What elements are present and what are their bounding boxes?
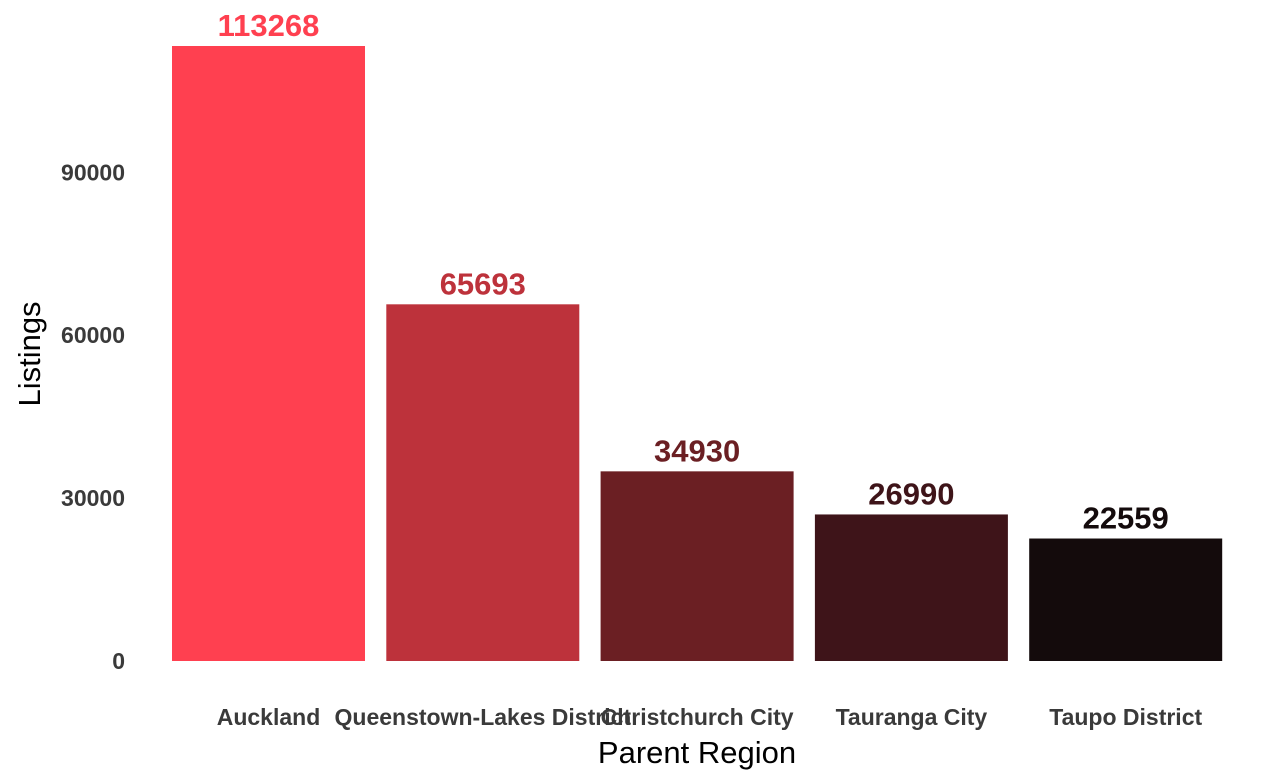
bar [172,46,365,661]
x-axis-ticks: Auckland Queenstown-Lakes DistrictChristc… [217,704,1203,730]
bar [386,304,580,661]
x-tick-label: Auckland [217,704,321,730]
value-labels-group: 113268 65693 34930 26990 22559 [218,8,1169,536]
y-tick-label: 30000 [61,485,125,511]
y-tick-label: 60000 [61,322,125,348]
bar-value-label: 34930 [654,433,740,468]
x-tick-label: Queenstown-Lakes District [335,704,632,730]
bar [600,471,794,661]
x-tick-label: Christchurch City [601,704,794,730]
bar-value-label: 65693 [440,266,526,301]
x-tick-label: Tauranga City [836,704,988,730]
bar-value-label: 26990 [868,476,954,511]
y-tick-label: 90000 [61,159,125,185]
x-axis-title: Parent Region [598,735,796,770]
y-tick-label: 0 [112,648,125,674]
bar-value-label: 22559 [1083,501,1169,536]
bar [814,514,1008,661]
bar-value-label: 113268 [218,8,320,43]
y-axis-ticks: 0 30000 60000 90000 [61,159,125,674]
bars-group [172,46,1223,661]
x-tick-label: Taupo District [1049,704,1202,730]
bar [1029,538,1223,661]
y-axis-title: Listings [12,301,47,406]
